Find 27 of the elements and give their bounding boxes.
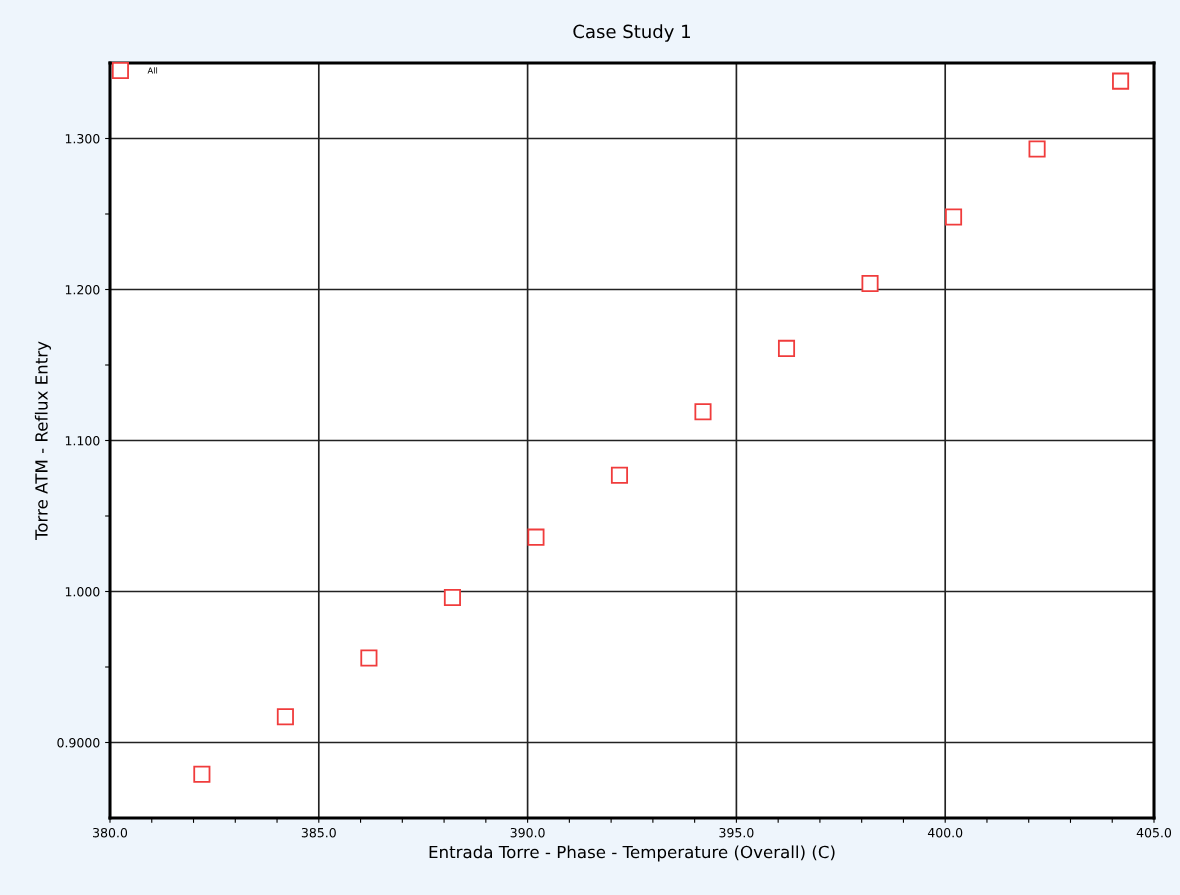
point bbox=[694, 403, 712, 421]
y-axis-title: Torre ATM - Reflux Entry bbox=[34, 341, 51, 541]
x-tick-label: 390.0 bbox=[510, 827, 545, 838]
point bbox=[945, 208, 963, 226]
y-tick-label: 1.000 bbox=[65, 586, 100, 597]
legend-label: All bbox=[147, 67, 158, 74]
point bbox=[443, 588, 461, 607]
y-tick-label: 1.200 bbox=[65, 284, 100, 295]
point bbox=[1112, 72, 1130, 90]
point bbox=[193, 765, 211, 783]
point bbox=[861, 274, 879, 293]
point bbox=[777, 339, 796, 357]
x-tick-label: 400.0 bbox=[927, 827, 963, 838]
x-tick-label: 395.0 bbox=[719, 827, 754, 838]
point bbox=[276, 708, 294, 726]
x-tick-label: 385.0 bbox=[301, 827, 336, 838]
chart-title: Case Study 1 bbox=[573, 24, 690, 42]
point bbox=[527, 528, 545, 546]
y-tick-label: 1.300 bbox=[65, 133, 100, 144]
y-tick-label: 1.100 bbox=[65, 435, 100, 446]
point bbox=[610, 466, 629, 484]
point bbox=[1028, 140, 1046, 158]
x-axis-title: Entrada Torre - Phase - Temperature (Overall) (C) bbox=[429, 845, 835, 862]
point bbox=[360, 649, 378, 667]
y-tick-label: 0.9000 bbox=[57, 737, 100, 748]
x-tick-label: 380.0 bbox=[93, 827, 128, 838]
x-tick-label: 405.0 bbox=[1136, 827, 1172, 838]
